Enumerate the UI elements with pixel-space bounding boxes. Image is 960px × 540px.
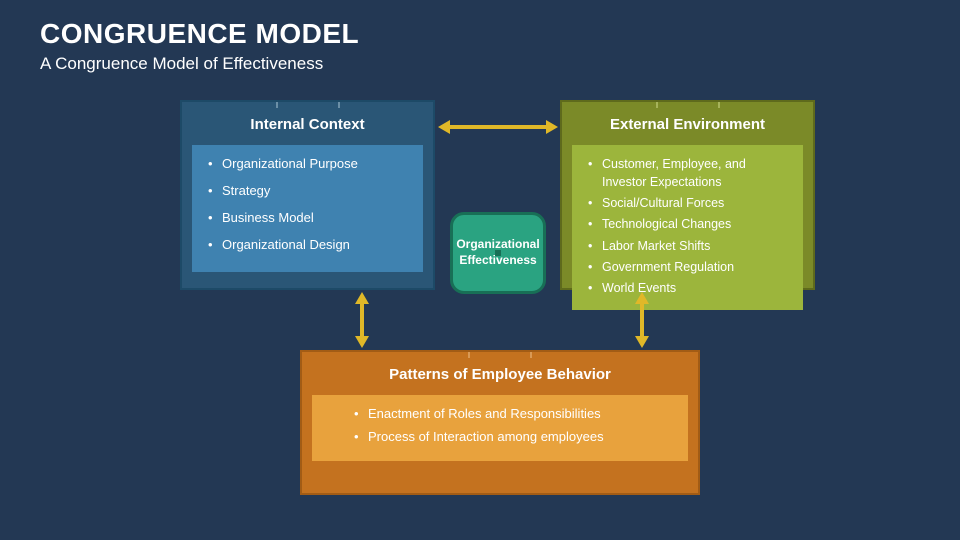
list-item: Business Model [206, 209, 409, 228]
list-item: Social/Cultural Forces [586, 194, 789, 212]
center-badge-label: Organizational Effectiveness [456, 237, 539, 268]
list-item: Organizational Purpose [206, 155, 409, 174]
box-patterns-title: Patterns of Employee Behavior [302, 358, 698, 389]
list-item: Labor Market Shifts [586, 237, 789, 255]
list-item: Strategy [206, 182, 409, 201]
list-item: Technological Changes [586, 215, 789, 233]
box-external-body: Customer, Employee, and Investor Expecta… [572, 145, 803, 310]
arrow-external-patterns [640, 302, 644, 338]
box-external-title: External Environment [562, 108, 813, 139]
box-internal-title: Internal Context [182, 108, 433, 139]
box-employee-behavior: Patterns of Employee Behavior Enactment … [300, 350, 700, 495]
arrow-internal-patterns [360, 302, 364, 338]
box-internal-body: Organizational Purpose Strategy Business… [192, 145, 423, 272]
list-item: Organizational Design [206, 236, 409, 255]
center-badge-org-effectiveness: Organizational Effectiveness [450, 212, 546, 294]
box-external-environment: External Environment Customer, Employee,… [560, 100, 815, 290]
box-patterns-body: Enactment of Roles and Responsibilities … [312, 395, 688, 461]
list-item: Government Regulation [586, 258, 789, 276]
page-subtitle: A Congruence Model of Effectiveness [40, 54, 323, 74]
box-internal-context: Internal Context Organizational Purpose … [180, 100, 435, 290]
list-item: Customer, Employee, and Investor Expecta… [586, 155, 789, 191]
list-item: Enactment of Roles and Responsibilities [352, 405, 674, 424]
list-item: Process of Interaction among employees [352, 428, 674, 447]
arrow-internal-external [448, 125, 548, 129]
list-item: World Events [586, 279, 789, 297]
page-title: CONGRUENCE MODEL [40, 18, 359, 50]
